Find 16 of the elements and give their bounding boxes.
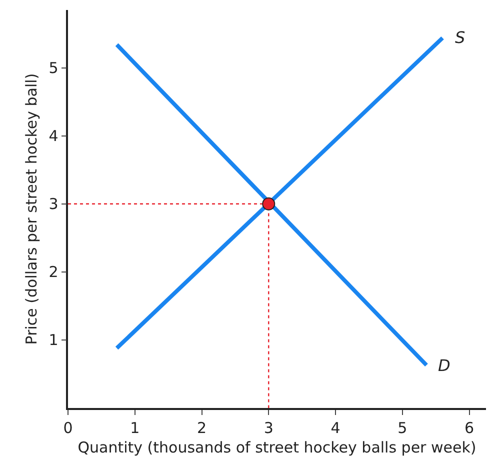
x-tick-label: 3 [264,418,274,437]
series-label: D [438,356,450,375]
y-tick-label: 4 [48,127,58,146]
series-label: S [455,28,466,47]
x-tick-label: 4 [330,418,340,437]
y-axis-title: Price (dollars per street hockey ball) [22,73,40,345]
x-tick-label: 6 [464,418,474,437]
x-tick-label: 2 [196,418,207,437]
x-tick-label: 5 [398,418,408,437]
x-tick-label: 0 [63,418,73,437]
y-tick-label: 2 [48,263,58,282]
x-tick-label: 1 [130,418,140,437]
y-tick-label: 1 [48,331,58,350]
x-axis-title: Quantity (thousands of street hockey balls per week) [78,438,476,456]
y-tick-label: 3 [48,195,58,214]
y-tick-label: 5 [48,59,58,78]
